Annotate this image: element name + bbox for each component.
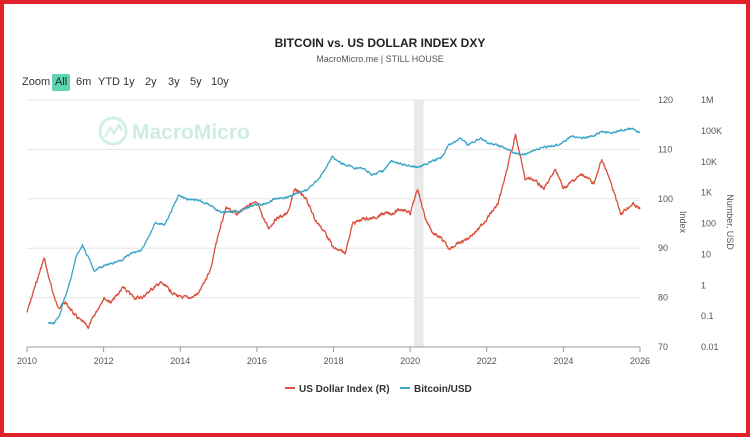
zoom-label: Zoom (22, 76, 51, 88)
x-tick-label: 2014 (170, 356, 190, 366)
bitcoin-tick-label: 100K (701, 126, 722, 136)
index-tick-label: 100 (658, 194, 673, 204)
bitcoin-tick-label: 0.1 (701, 311, 714, 321)
bitcoin-tick-label: 1K (701, 188, 712, 198)
zoom-button-2y[interactable]: 2y (145, 76, 157, 88)
x-tick-label: 2012 (94, 356, 114, 366)
zoom-button-all[interactable]: All (52, 74, 71, 91)
zoom-button-3y[interactable]: 3y (168, 76, 180, 88)
x-tick-label: 2024 (553, 356, 573, 366)
bitcoin-tick-label: 1 (701, 280, 706, 290)
bitcoin-tick-label: 100 (701, 219, 716, 229)
us-dollar-index-line (26, 133, 641, 330)
zoom-button-1y[interactable]: 1y (123, 76, 135, 88)
x-tick-label: 2022 (477, 356, 497, 366)
zoom-button-ytd[interactable]: YTD (98, 76, 120, 88)
bitcoin-usd-line (47, 127, 641, 325)
index-tick-label: 120 (658, 95, 673, 105)
bitcoin-axis-title: Number, USD (725, 194, 735, 250)
index-axis-title: Index (678, 211, 688, 234)
bitcoin-tick-label: 10K (701, 157, 717, 167)
index-tick-label: 80 (658, 293, 668, 303)
index-tick-label: 90 (658, 243, 668, 253)
zoom-button-6m[interactable]: 6m (76, 76, 92, 88)
x-tick-label: 2016 (247, 356, 267, 366)
x-tick-label: 2010 (17, 356, 37, 366)
legend-item-label: Bitcoin/USD (414, 384, 472, 395)
x-tick-label: 2018 (323, 356, 343, 366)
index-tick-label: 110 (658, 144, 672, 154)
watermark-text: MacroMicro (132, 121, 250, 144)
bitcoin-tick-label: 0.01 (701, 342, 719, 352)
x-tick-label: 2026 (630, 356, 650, 366)
index-tick-label: 70 (658, 342, 668, 352)
chart-title: BITCOIN vs. US DOLLAR INDEX DXY (275, 36, 486, 50)
legend-item-label: US Dollar Index (R) (299, 384, 390, 395)
zoom-button-5y[interactable]: 5y (190, 76, 202, 88)
x-tick-label: 2020 (400, 356, 420, 366)
chart-subtitle: MacroMicro.me | STILL HOUSE (316, 54, 444, 64)
bitcoin-tick-label: 1M (701, 95, 714, 105)
bitcoin-tick-label: 10 (701, 249, 711, 259)
highlight-band (413, 100, 424, 347)
zoom-button-10y[interactable]: 10y (211, 76, 229, 88)
watermark-logo (98, 116, 128, 146)
